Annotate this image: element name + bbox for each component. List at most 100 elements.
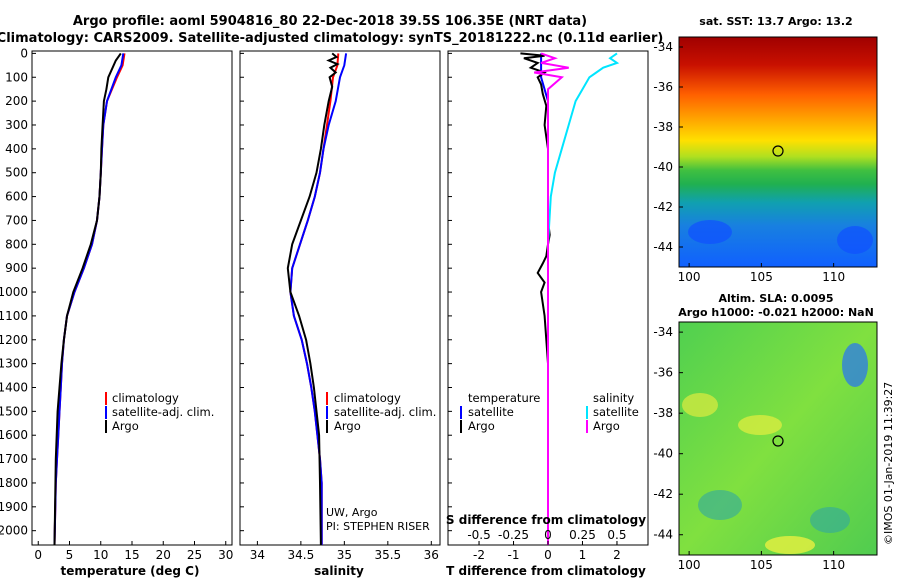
temperature-depth-ticks: 0 100 200 300 400 500 600 700 800 900 1000 1100 1200…: [0, 46, 36, 538]
temperature-axes-frame: [31, 50, 233, 546]
x-tick-label: 36: [424, 548, 439, 562]
salinity-legend: climatology satellite-adj. clim. Argo: [326, 391, 436, 433]
series-line-salinity-satellite: [547, 52, 620, 545]
lon-tick-label: 110: [822, 270, 845, 284]
depth-tick-label: 100: [5, 70, 28, 84]
lat-tick-label: -40: [653, 447, 673, 461]
lat-tick-label: -38: [653, 406, 673, 420]
depth-tick-label: 1500: [0, 404, 28, 418]
depth-tick-label: 1400: [0, 380, 28, 394]
lat-tick-label: -44: [653, 528, 673, 542]
sla-high-patch: [682, 393, 718, 417]
difference-lines: [520, 52, 620, 545]
lat-tick-label: -40: [653, 160, 673, 174]
lat-tick-label: -42: [653, 487, 673, 501]
depth-tick-label: 1000: [0, 285, 28, 299]
lat-tick-label: -36: [653, 366, 673, 380]
lat-tick-label: -34: [653, 40, 673, 54]
argo-float-marker: [772, 145, 784, 157]
temperature-x-ticks: 0 5 10 15 20 25 30: [34, 541, 233, 562]
depth-tick-label: 800: [5, 237, 28, 251]
x-tick-label: 0: [544, 548, 552, 562]
x-tick-label: 35: [337, 548, 352, 562]
lon-tick-label: 110: [822, 558, 845, 572]
difference-x-ticks: -2 -1 0 1 2: [473, 541, 621, 562]
legend-climatology: climatology: [112, 391, 179, 405]
temperature-lines: [53, 52, 126, 546]
depth-tick-label: 400: [5, 142, 28, 156]
x-tick-label: 0.5: [607, 528, 626, 542]
x-tick-label: 5: [66, 548, 74, 562]
argo-float-marker: [772, 435, 784, 447]
sla-high-patch: [738, 415, 782, 435]
depth-tick-label: 1700: [0, 452, 28, 466]
x-tick-label: 20: [156, 548, 171, 562]
depth-tick-label: 300: [5, 118, 28, 132]
sst-cold-patch: [688, 220, 732, 244]
depth-tick-label: 900: [5, 261, 28, 275]
lon-tick-label: 100: [678, 558, 701, 572]
series-line-climatology: [289, 53, 340, 545]
salinity-x-label: salinity: [314, 564, 364, 578]
lat-tick-label: -36: [653, 80, 673, 94]
legend-salinity-satellite: satellite: [593, 405, 639, 419]
data-source-note: UW, Argo: [326, 506, 378, 519]
depth-tick-label: 700: [5, 213, 28, 227]
sst-map-panel: sat. SST: 13.7 Argo: 13.2: [653, 15, 878, 284]
x-tick-label: 25: [187, 548, 202, 562]
legend-satellite: satellite-adj. clim.: [112, 405, 214, 419]
difference-panel: -2 -1 0 1 2 T difference from climatology S …: [446, 50, 649, 578]
depth-tick-label: 0: [20, 46, 28, 60]
salinity-lines: [286, 52, 348, 546]
difference-legend: temperature satellite Argo salinity sate…: [460, 391, 639, 433]
sst-map-title: sat. SST: 13.7 Argo: 13.2: [699, 15, 852, 28]
x-tick-label: 0: [34, 548, 42, 562]
x-tick-label: -2: [473, 548, 485, 562]
salinity-difference-ticks: -0.5 -0.25 0 0.25 0.5: [467, 528, 627, 545]
legend-temperature-argo: Argo: [468, 419, 495, 433]
imos-credit: ©IMOS 01-Jan-2019 11:39:27: [882, 382, 895, 545]
x-tick-label: 15: [124, 548, 139, 562]
legend-temperature-heading: temperature: [468, 391, 540, 405]
difference-x-label: T difference from climatology: [446, 564, 646, 578]
depth-tick-label: 1300: [0, 357, 28, 371]
series-line-argo: [286, 52, 340, 546]
sst-cold-patch: [837, 226, 873, 254]
sla-map-title-1: Altim. SLA: 0.0095: [718, 292, 833, 305]
pi-note: PI: STEPHEN RISER: [326, 520, 430, 533]
series-line-satellite-adj-clim-: [53, 53, 125, 546]
sla-map-panel: Altim. SLA: 0.0095 Argo h1000: -0.021 h2…: [653, 292, 878, 572]
depth-tick-label: 1200: [0, 333, 28, 347]
lat-tick-label: -42: [653, 200, 673, 214]
salinity-difference-label: S difference from climatology: [446, 513, 646, 527]
sst-lon-ticks: 100 105 110: [678, 263, 845, 284]
salinity-panel: 34 34.5 35 35.5 36 salinity climatology sate…: [239, 50, 441, 578]
x-tick-label: 34.5: [288, 548, 315, 562]
depth-tick-label: 600: [5, 190, 28, 204]
sla-low-patch: [698, 490, 742, 520]
legend-temperature-satellite: satellite: [468, 405, 514, 419]
x-tick-label: 0: [544, 528, 552, 542]
x-tick-label: 2: [613, 548, 621, 562]
title-line-2: Climatology: CARS2009. Satellite-adjuste…: [0, 31, 663, 46]
x-tick-label: 30: [218, 548, 233, 562]
series-line-salinity-argo: [534, 52, 569, 545]
temperature-panel: 0100200300400500600700800900100011001200…: [0, 46, 233, 578]
legend-satellite: satellite-adj. clim.: [334, 405, 436, 419]
lat-tick-label: -44: [653, 240, 673, 254]
legend-argo: Argo: [334, 419, 361, 433]
series-line-satellite-adj-clim-: [289, 53, 348, 545]
temperature-x-label: temperature (deg C): [61, 564, 200, 578]
lon-tick-label: 100: [678, 270, 701, 284]
lon-tick-label: 105: [750, 270, 773, 284]
sla-map-title-2: Argo h1000: -0.021 h2000: NaN: [678, 306, 874, 319]
salinity-axes-frame: [239, 50, 441, 546]
x-tick-label: -1: [508, 548, 520, 562]
series-line-climatology: [53, 53, 126, 546]
x-tick-label: 10: [93, 548, 108, 562]
depth-tick-label: 1800: [0, 476, 28, 490]
title-line-1: Argo profile: aoml 5904816_80 22-Dec-201…: [73, 14, 587, 29]
lon-tick-label: 105: [750, 558, 773, 572]
x-tick-label: 1: [579, 548, 587, 562]
